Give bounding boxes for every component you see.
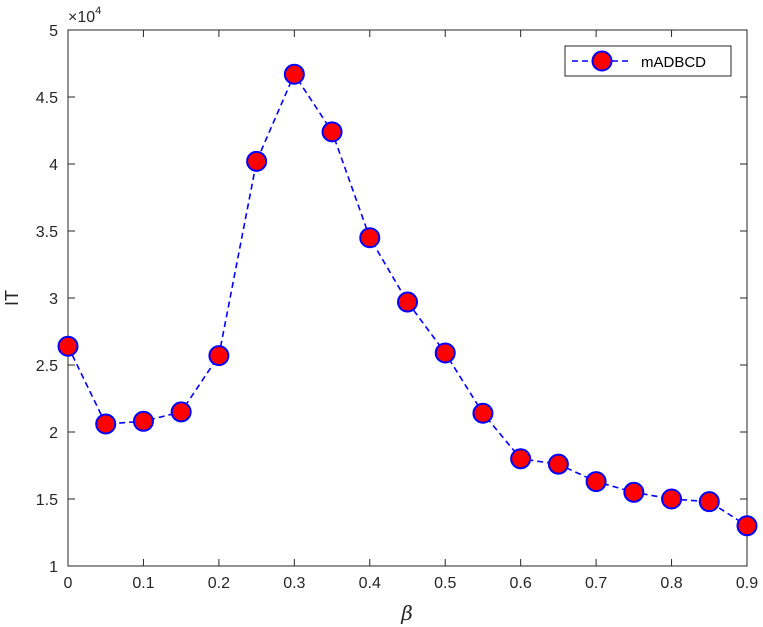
legend: mADBCD xyxy=(564,45,732,77)
y-tick-label: 3.5 xyxy=(36,224,58,241)
data-point xyxy=(585,471,607,493)
data-point xyxy=(623,481,645,503)
data-point xyxy=(434,342,456,364)
data-point xyxy=(698,491,720,513)
data-point xyxy=(397,291,418,313)
y-tick-label: 3 xyxy=(49,291,58,308)
data-point xyxy=(736,515,758,537)
data-point xyxy=(661,488,683,510)
plot-frame xyxy=(67,29,748,567)
legend-marker-sample xyxy=(591,50,613,72)
series-layer xyxy=(57,63,758,537)
x-tick-label: 0.2 xyxy=(208,575,230,592)
y-tick-label: 1.5 xyxy=(36,492,58,509)
y-tick-label: 4 xyxy=(49,157,58,174)
x-axis-ticks: 0 0.1 0.2 0.3 0.4 0.5 0.6 0.7 0.8 0.9 xyxy=(64,30,758,592)
x-tick-label: 0.7 xyxy=(585,575,607,592)
data-point xyxy=(283,63,305,85)
y-tick-label: 5 xyxy=(49,23,58,40)
x-tick-label: 0.8 xyxy=(660,575,682,592)
data-point xyxy=(57,335,79,357)
data-point xyxy=(208,345,230,367)
y-tick-label: 2 xyxy=(49,425,58,442)
x-tick-label: 0.9 xyxy=(736,575,758,592)
x-tick-label: 0.3 xyxy=(283,575,305,592)
x-tick-label: 0.5 xyxy=(434,575,456,592)
x-tick-label: 0 xyxy=(64,575,73,592)
y-tick-label: 2.5 xyxy=(36,358,58,375)
data-point xyxy=(246,150,268,172)
x-tick-label: 0.1 xyxy=(132,575,154,592)
legend-label: mADBCD xyxy=(641,54,706,71)
y-exponent-multiplier: ×104 xyxy=(68,5,101,26)
data-point xyxy=(510,448,532,470)
data-point xyxy=(170,401,192,423)
data-point xyxy=(547,453,569,475)
y-tick-label: 4.5 xyxy=(36,90,58,107)
x-tick-label: 0.4 xyxy=(359,575,381,592)
data-point xyxy=(359,227,381,249)
y-axis-label: IT xyxy=(2,290,22,306)
x-tick-label: 0.6 xyxy=(510,575,532,592)
x-axis-label: β xyxy=(400,601,413,625)
data-point xyxy=(321,121,343,143)
data-point xyxy=(95,413,117,435)
data-point xyxy=(132,410,154,432)
y-tick-label: 1 xyxy=(49,559,58,576)
data-point xyxy=(472,402,494,424)
